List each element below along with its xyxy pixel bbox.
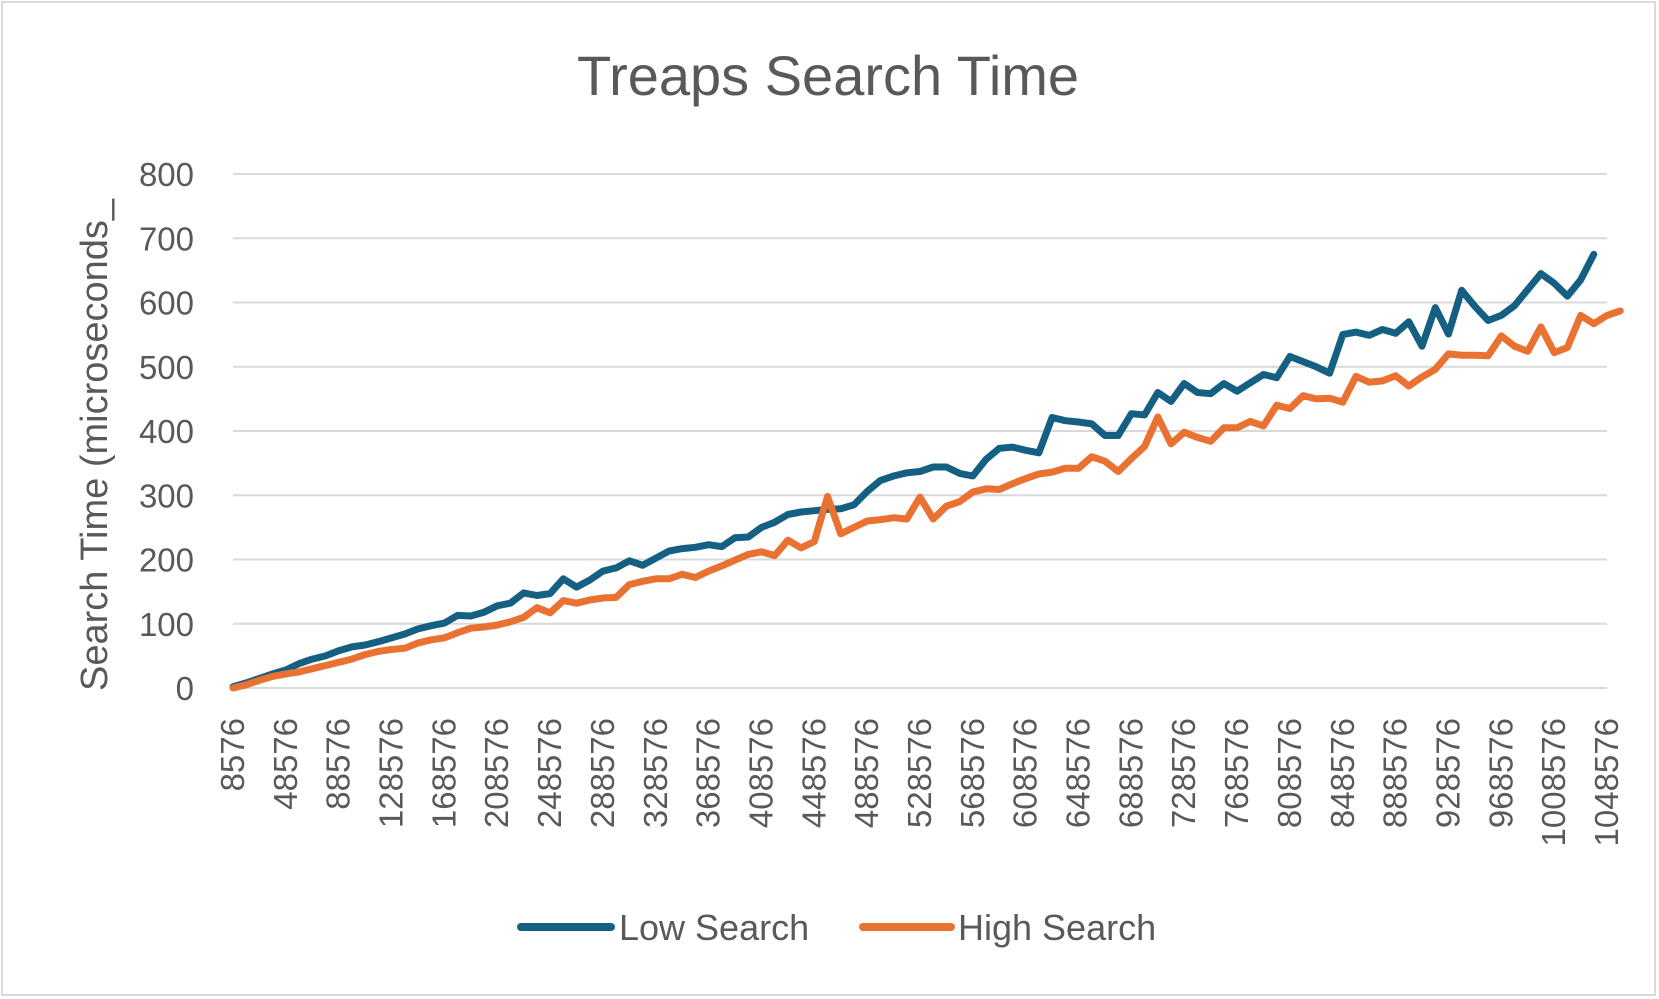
x-tick-label: 848576	[1324, 718, 1361, 828]
legend-label-high-search: High Search	[958, 907, 1156, 948]
x-tick-label: 568576	[954, 718, 991, 828]
series-line-low-search	[229, 250, 1598, 691]
x-tick-label: 528576	[901, 718, 938, 828]
gridlines	[233, 173, 1607, 689]
x-tick-label: 368576	[690, 718, 727, 828]
y-tick-label: 500	[139, 349, 194, 386]
x-tick-label: 408576	[742, 718, 779, 828]
x-tick-label: 608576	[1007, 718, 1044, 828]
chart-title: Treaps Search Time	[577, 44, 1079, 107]
x-tick-label: 8576	[214, 718, 251, 791]
x-tick-label: 688576	[1112, 718, 1149, 828]
x-tick-label: 928576	[1429, 718, 1466, 828]
x-tick-label: 248576	[531, 718, 568, 828]
y-axis-title: Search Time (microseconds_	[74, 198, 116, 691]
x-tick-label: 1048576	[1588, 718, 1625, 846]
x-tick-label: 88576	[320, 718, 357, 810]
x-tick-label: 888576	[1377, 718, 1414, 828]
y-tick-label: 200	[139, 542, 194, 579]
x-tick-label: 728576	[1165, 718, 1202, 828]
x-tick-label: 968576	[1482, 718, 1519, 828]
y-tick-label: 300	[139, 477, 194, 514]
y-axis-tick-labels: 0 100 200 300 400 500 600 700 800	[139, 156, 194, 707]
x-tick-label: 488576	[848, 718, 885, 828]
x-axis-tick-labels: 8576 48576 88576 128576 168576 208576 248576 28…	[214, 718, 1625, 846]
legend: Low Search High Search	[517, 907, 1156, 948]
x-tick-label: 1008576	[1535, 718, 1572, 846]
series-lines	[229, 250, 1624, 692]
y-tick-label: 100	[139, 606, 194, 643]
series-line-high-search	[229, 307, 1624, 692]
x-tick-label: 648576	[1060, 718, 1097, 828]
y-tick-label: 700	[139, 220, 194, 257]
x-tick-label: 48576	[267, 718, 304, 810]
x-tick-label: 328576	[637, 718, 674, 828]
legend-label-low-search: Low Search	[619, 907, 809, 948]
y-tick-label: 400	[139, 413, 194, 450]
line-chart: Treaps Search Time Search Time (microsec…	[74, 44, 1625, 948]
x-tick-label: 208576	[478, 718, 515, 828]
x-tick-label: 768576	[1218, 718, 1255, 828]
x-tick-label: 168576	[425, 718, 462, 828]
x-tick-label: 288576	[584, 718, 621, 828]
x-tick-label: 128576	[373, 718, 410, 828]
y-tick-label: 600	[139, 285, 194, 322]
x-tick-label: 448576	[795, 718, 832, 828]
y-tick-label: 800	[139, 156, 194, 193]
y-tick-label: 0	[176, 670, 194, 707]
x-tick-label: 808576	[1271, 718, 1308, 828]
